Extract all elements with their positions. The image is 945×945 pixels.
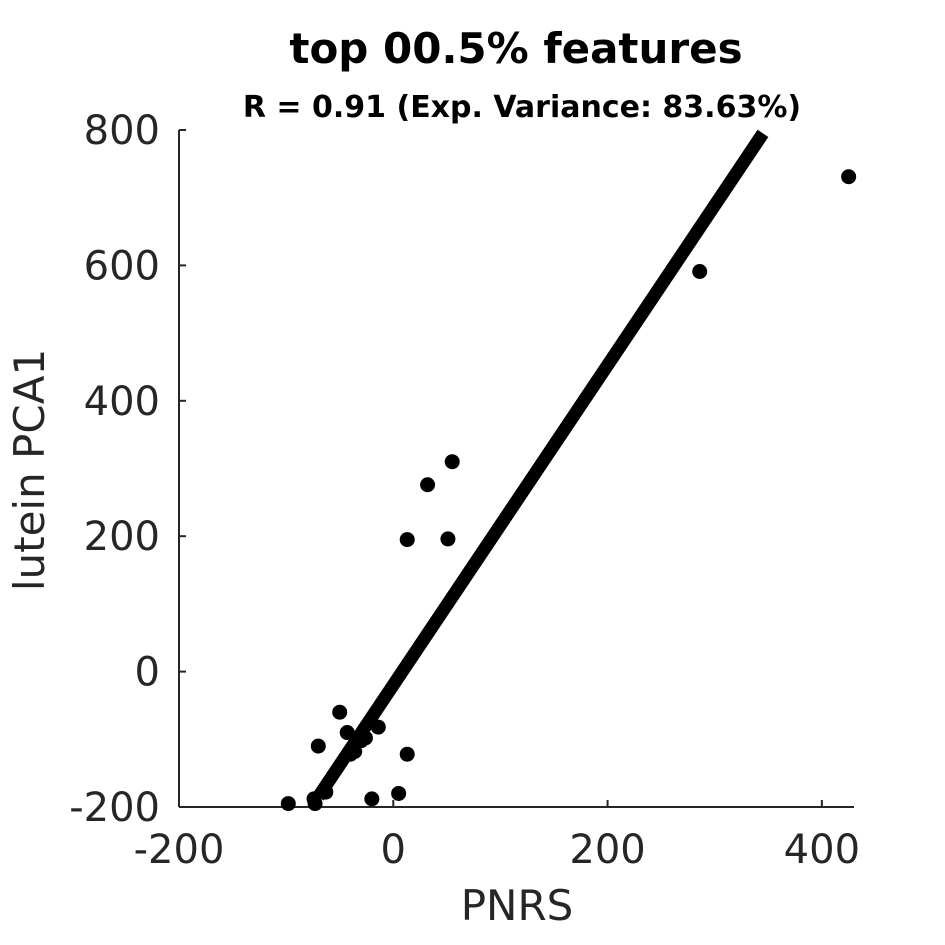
y-axis-ticks: -200 0 200 400 600 800 bbox=[69, 108, 186, 831]
data-point bbox=[307, 796, 323, 812]
data-point bbox=[364, 791, 380, 807]
data-point bbox=[399, 532, 415, 548]
data-point bbox=[318, 784, 334, 800]
data-point bbox=[444, 454, 460, 470]
regression-line bbox=[312, 129, 769, 801]
data-points bbox=[280, 169, 857, 812]
data-point bbox=[280, 796, 296, 812]
x-axis-ticks: -200 0 200 400 bbox=[134, 800, 860, 873]
data-point bbox=[370, 719, 386, 735]
y-tick-label: 600 bbox=[84, 243, 160, 289]
chart-subtitle: R = 0.91 (Exp. Variance: 83.63%) bbox=[243, 90, 801, 125]
data-point bbox=[399, 746, 415, 762]
data-point bbox=[310, 738, 326, 754]
y-tick-label: -200 bbox=[69, 785, 160, 831]
y-tick-label: 200 bbox=[84, 514, 160, 560]
data-point bbox=[440, 531, 456, 547]
y-tick-label: 0 bbox=[135, 650, 160, 696]
x-tick-label: -200 bbox=[134, 827, 225, 873]
y-axis-label: lutein PCA1 bbox=[5, 349, 54, 591]
data-point bbox=[347, 743, 363, 759]
fit-line-layer bbox=[312, 129, 769, 801]
x-tick-label: 200 bbox=[569, 827, 645, 873]
data-point bbox=[391, 785, 407, 801]
data-point bbox=[841, 169, 857, 185]
data-point bbox=[357, 730, 373, 746]
data-point bbox=[420, 477, 436, 493]
x-tick-label: 400 bbox=[784, 827, 860, 873]
x-axis-label: PNRS bbox=[461, 881, 574, 930]
data-point bbox=[332, 704, 348, 720]
data-point bbox=[339, 725, 355, 741]
x-tick-label: 0 bbox=[381, 827, 406, 873]
data-point bbox=[692, 263, 708, 279]
y-tick-label: 400 bbox=[84, 379, 160, 425]
chart-title: top 00.5% features bbox=[289, 24, 742, 73]
y-tick-label: 800 bbox=[84, 108, 160, 154]
